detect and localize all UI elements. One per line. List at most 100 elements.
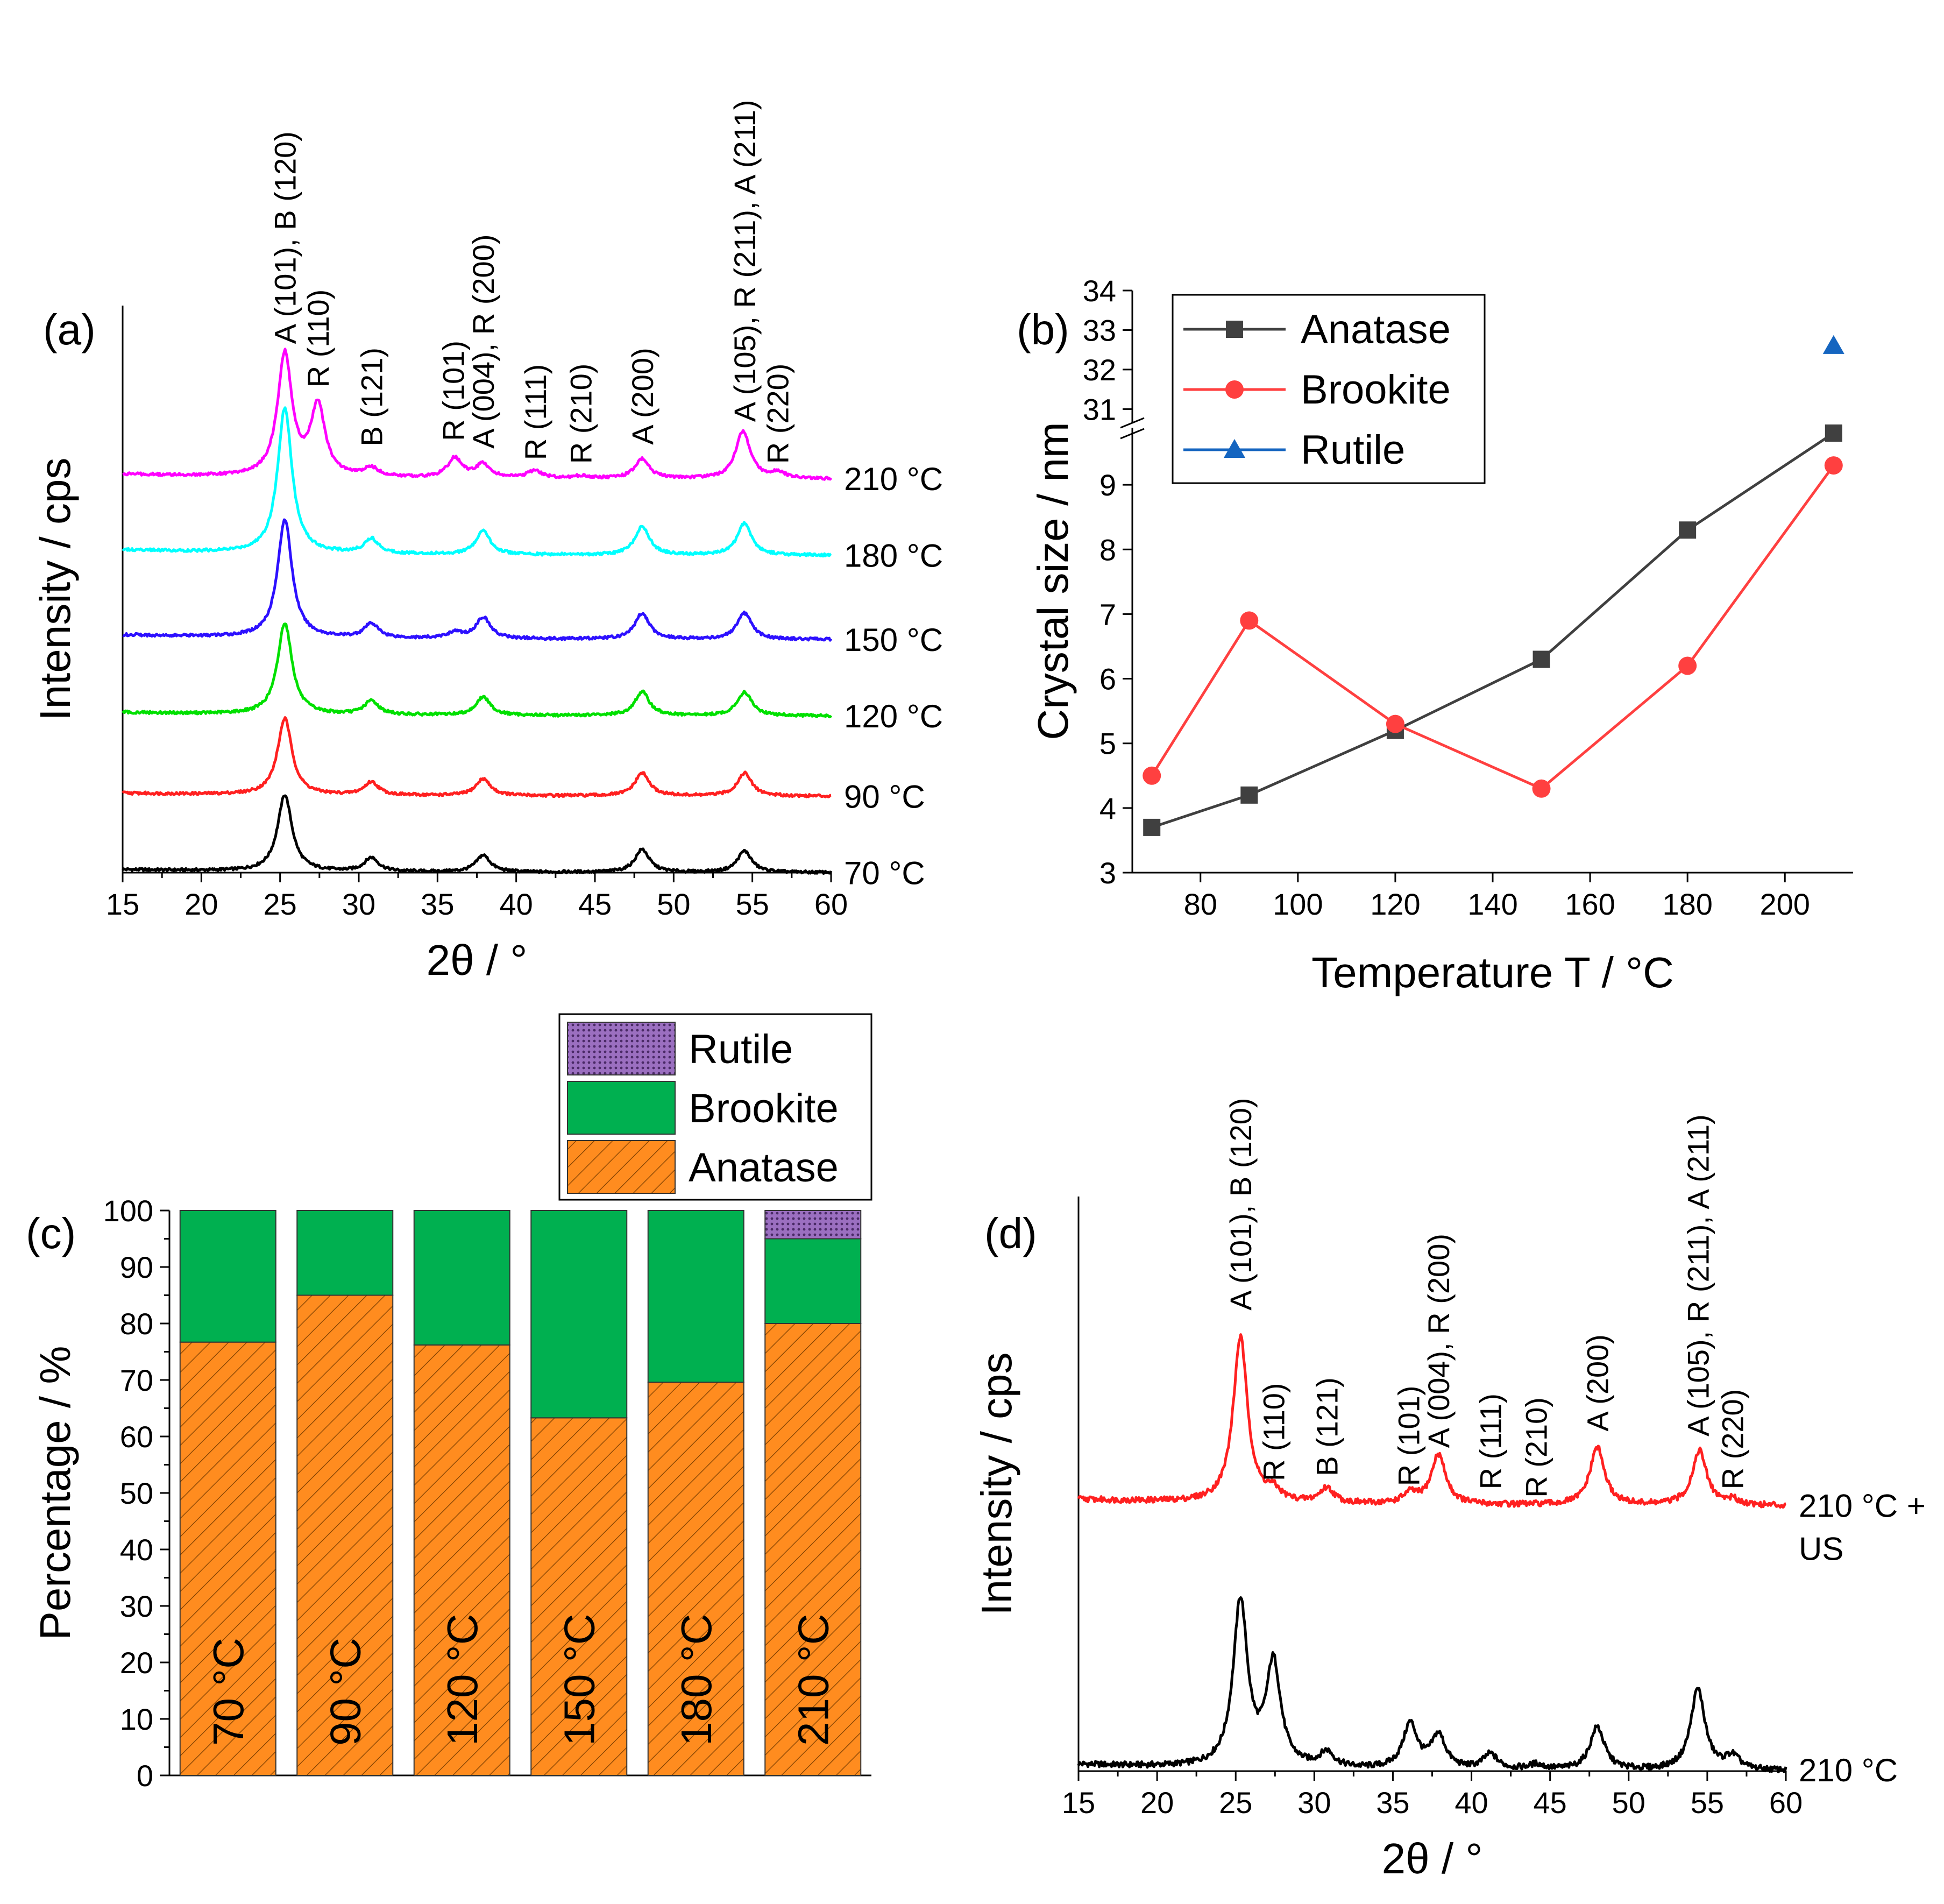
trace-label: 180 °C (844, 538, 943, 574)
x-tick-label: 45 (1534, 1786, 1567, 1820)
anatase-point (1143, 818, 1161, 836)
x-tick-label: 40 (500, 887, 533, 921)
axis-break-mark (1120, 417, 1145, 429)
y-axis-title: Intensity / cps (973, 1352, 1020, 1615)
legend-marker (1224, 439, 1245, 458)
bar-category-label: 150 °C (555, 1614, 603, 1746)
peak-annotation: R (110) (301, 289, 335, 388)
anatase-point (1679, 521, 1697, 539)
brookite-point (1240, 611, 1259, 630)
legend-marker (1226, 321, 1243, 338)
rutile-point (1822, 335, 1844, 354)
y-axis-title: Crystal size / nm (1029, 422, 1077, 740)
y-tick-label: 6 (1099, 662, 1116, 696)
legend-label: Anatase (1301, 307, 1451, 352)
y-tick-label: 40 (120, 1533, 153, 1567)
brookite-point (1824, 456, 1843, 475)
bar-segment-brookite (413, 1210, 510, 1346)
peak-annotation: B (121) (1310, 1377, 1344, 1476)
x-tick-label: 20 (1140, 1786, 1174, 1820)
series-line-brookite (1151, 464, 1835, 790)
bar-category-label: 90 °C (321, 1638, 369, 1746)
brookite-point (1532, 779, 1551, 798)
y-axis-title: Intensity / cps (31, 457, 79, 720)
anatase-point (1533, 650, 1550, 668)
x-tick-label: 45 (578, 887, 612, 921)
anatase-point (1240, 786, 1258, 804)
xrd-trace-210-C (122, 348, 833, 481)
x-tick-label: 35 (421, 887, 454, 921)
y-tick-label: 80 (120, 1307, 153, 1341)
y-tick-label: 0 (137, 1759, 153, 1793)
x-tick-label: 80 (1184, 887, 1217, 921)
bar-segment-rutile (764, 1210, 862, 1240)
y-tick-label: 4 (1099, 791, 1116, 825)
x-tick-label: 55 (736, 887, 769, 921)
x-tick-label: 25 (1219, 1786, 1252, 1820)
legend-label: Rutile (689, 1027, 793, 1072)
trace-label: 90 °C (844, 778, 925, 815)
trace-label: 210 °C + (1799, 1488, 1926, 1524)
trace-label: 70 °C (844, 855, 925, 891)
bar-category-label: 70 °C (204, 1638, 252, 1746)
legend-label: Brookite (689, 1086, 839, 1131)
legend-label: Brookite (1301, 367, 1451, 413)
bar-segment-anatase (764, 1323, 862, 1776)
bar-segment-brookite (296, 1210, 394, 1296)
peak-annotation: R (111) (519, 364, 552, 460)
legend-marker (1225, 380, 1244, 399)
x-tick-label: 15 (106, 887, 139, 921)
bar-segment-anatase (647, 1382, 744, 1776)
bar-category-label: 180 °C (672, 1614, 720, 1746)
anatase-point (1825, 424, 1842, 442)
y-tick-label: 34 (1083, 274, 1116, 308)
y-tick-label: 8 (1099, 533, 1116, 567)
y-tick-label: 31 (1083, 392, 1116, 426)
y-tick-label: 10 (120, 1702, 153, 1736)
peak-annotation: A (004), R (200) (1422, 1234, 1456, 1448)
x-tick-label: 25 (264, 887, 297, 921)
y-tick-label: 9 (1099, 468, 1116, 502)
x-tick-label: 35 (1376, 1786, 1409, 1820)
y-axis-title: Percentage / % (31, 1346, 79, 1640)
x-tick-label: 60 (1769, 1786, 1803, 1820)
y-tick-label: 70 (120, 1363, 153, 1397)
x-tick-label: 50 (657, 887, 690, 921)
peak-annotation: B (121) (354, 348, 388, 447)
legend-swatch (567, 1140, 676, 1194)
brookite-point (1678, 656, 1697, 675)
y-tick-label: 32 (1083, 353, 1116, 387)
x-tick-label: 55 (1691, 1786, 1724, 1820)
trace-label: 210 °C (844, 461, 943, 497)
bar-segment-anatase (530, 1417, 628, 1776)
peak-annotation: R (220) (761, 364, 794, 464)
bar-segment-anatase (179, 1341, 276, 1776)
bar-segment-brookite (764, 1238, 862, 1324)
y-tick-label: 90 (120, 1250, 153, 1284)
legend-swatch (567, 1022, 676, 1075)
legend-label: Anatase (689, 1145, 839, 1191)
x-tick-label: 160 (1565, 887, 1615, 921)
legend: Rutile Brookite Anatase (558, 1013, 872, 1201)
x-tick-label: 180 (1662, 887, 1712, 921)
x-tick-label: 140 (1467, 887, 1517, 921)
x-axis-title: 2θ / ° (1382, 1835, 1483, 1882)
xrd-trace-180-C (122, 406, 832, 558)
y-tick-label: 7 (1099, 597, 1116, 631)
x-tick-label: 120 (1370, 887, 1420, 921)
y-tick-label: 50 (120, 1476, 153, 1510)
x-axis-title: Temperature T / °C (1311, 949, 1674, 996)
peak-annotation: A (105), R (211), A (211) (728, 100, 762, 422)
peak-annotation: A (105), R (211), A (211) (1681, 1114, 1715, 1436)
y-tick-label: 3 (1099, 856, 1116, 890)
bar-segment-brookite (179, 1210, 276, 1343)
axis-break-mark (1120, 428, 1145, 440)
x-tick-label: 100 (1273, 887, 1323, 921)
x-tick-label: 15 (1062, 1786, 1095, 1820)
xrd-trace-210-C-US (1077, 1333, 1786, 1509)
peak-annotation: R (111) (1474, 1393, 1508, 1489)
y-tick-label: 20 (120, 1646, 153, 1680)
peak-annotation: A (200) (626, 348, 659, 445)
xrd-trace-210-C (1077, 1596, 1787, 1774)
